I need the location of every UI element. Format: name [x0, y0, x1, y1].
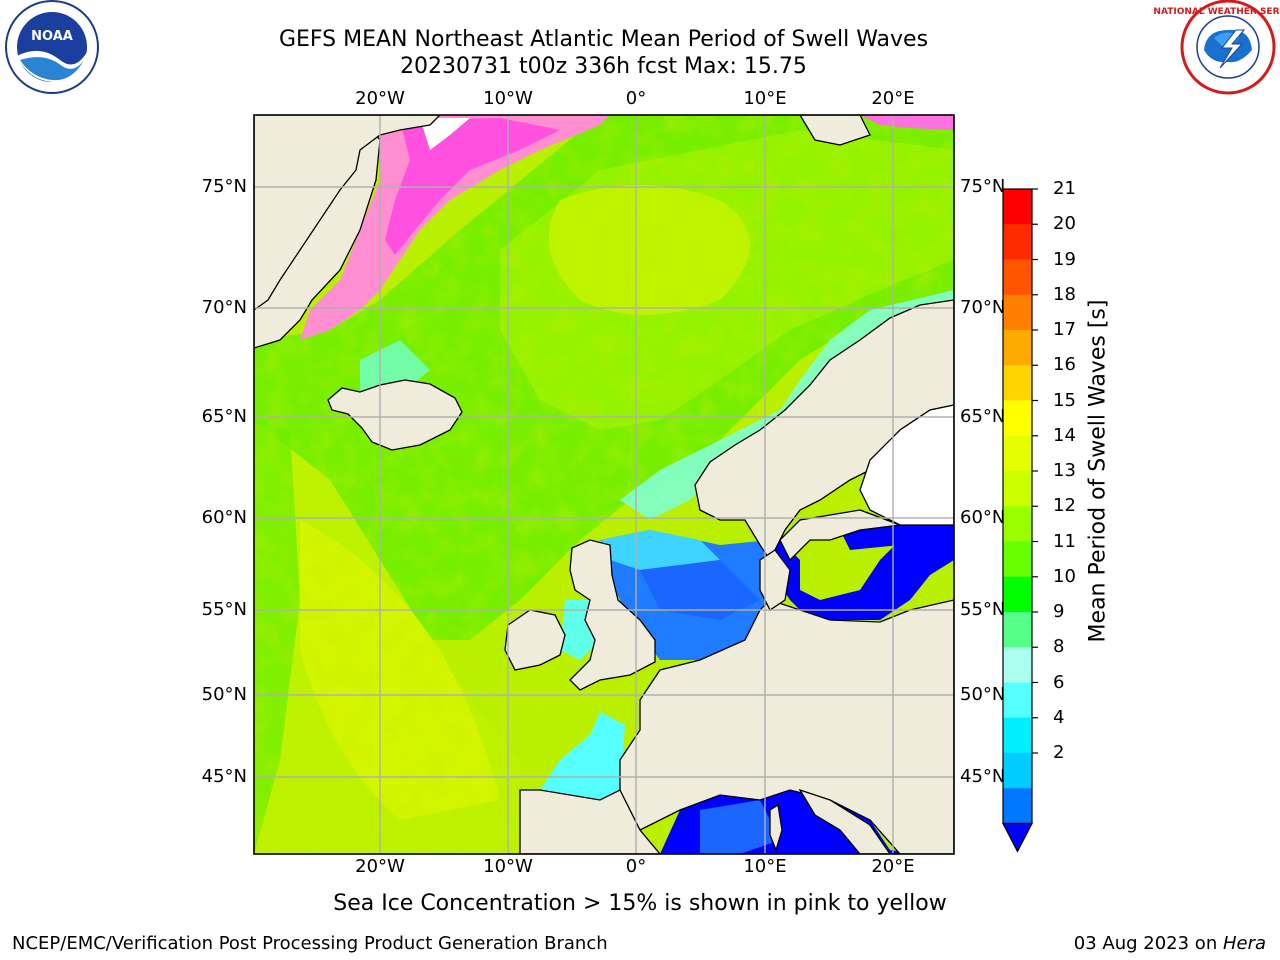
lat-label-right: 65°N: [960, 406, 1006, 427]
lon-label-bottom: 20°E: [871, 856, 915, 877]
colorbar-swatch: [1003, 541, 1032, 578]
lat-label-left: 75°N: [201, 176, 247, 197]
colorbar-tick-label: 11: [1053, 530, 1076, 552]
colorbar-under-extension: [1002, 822, 1033, 853]
colorbar-tick-label: 9: [1053, 601, 1065, 622]
colorbar-swatch: [1003, 576, 1032, 613]
colorbar-tick-label: 10: [1053, 565, 1076, 587]
lat-label-right: 50°N: [960, 684, 1006, 705]
colorbar-tick-label: 21: [1053, 178, 1076, 199]
nws-logo: NATIONAL WEATHER SERVICE: [1153, 0, 1280, 95]
gridlines: [254, 115, 954, 854]
colorbar-swatch: [1003, 471, 1032, 507]
land-svalbard: [799, 115, 871, 146]
colorbar-swatch: [1003, 435, 1032, 472]
plot-title: GEFS MEAN Northeast Atlantic Mean Period…: [278, 27, 929, 52]
colorbar-tick-label: 2: [1053, 742, 1065, 763]
lat-label-left: 65°N: [201, 406, 247, 427]
lat-label-left: 70°N: [201, 297, 247, 318]
lon-label-bottom: 10°E: [743, 856, 787, 877]
nws-ring-text: NATIONAL WEATHER SERVICE: [1153, 7, 1280, 17]
colorbar-swatch: [1003, 506, 1032, 542]
colorbar-tick-label: 13: [1053, 460, 1076, 481]
colorbar: [1002, 188, 1038, 853]
sea-ice-note: Sea Ice Concentration > 15% is shown in …: [333, 891, 947, 916]
colorbar-swatch: [1003, 330, 1032, 366]
lat-label-right: 70°N: [960, 297, 1006, 318]
lat-label-right: 75°N: [960, 176, 1006, 197]
colorbar-swatch: [1003, 647, 1032, 683]
map-frame: [253, 114, 955, 855]
colorbar-tick-label: 18: [1053, 283, 1076, 305]
colorbar-tick-label: 4: [1053, 706, 1065, 728]
colorbar-swatch: [1003, 259, 1032, 296]
colorbar-swatch: [1003, 682, 1032, 719]
colorbar-swatch: [1003, 189, 1032, 225]
colorbar-swatch: [1003, 788, 1032, 824]
land-iberia: [519, 789, 661, 854]
footer-credit: NCEP/EMC/Verification Post Processing Pr…: [12, 933, 608, 954]
colorbar-tick-label: 16: [1053, 354, 1076, 376]
lon-label-top: 10°W: [483, 88, 533, 109]
lat-label-right: 60°N: [960, 507, 1006, 528]
colorbar-swatch: [1003, 612, 1032, 648]
lat-label-right: 45°N: [960, 766, 1006, 787]
footer-date-text: 03 Aug 2023 on: [1073, 933, 1223, 954]
colorbar-tick-label: 14: [1053, 424, 1076, 446]
lat-label-left: 55°N: [201, 599, 247, 620]
map-panel: [254, 115, 954, 854]
colorbar-tick-label: 6: [1053, 671, 1065, 693]
colorbar-swatch: [1003, 224, 1032, 260]
lon-label-bottom: 0°: [625, 856, 647, 877]
lat-label-left: 45°N: [201, 766, 247, 787]
land-italy: [798, 788, 891, 854]
lon-label-top: 20°E: [871, 88, 915, 109]
colorbar-tick-label: 20: [1053, 213, 1076, 235]
land-masses: [254, 115, 954, 854]
colorbar-swatch: [1003, 294, 1032, 331]
land-great-britain: [569, 539, 656, 691]
colorbar-tick-label: 17: [1053, 319, 1076, 340]
colorbar-tick-label: 12: [1053, 495, 1076, 517]
footer-host: Hera: [1222, 933, 1266, 954]
lat-label-left: 60°N: [201, 507, 247, 528]
footer-date: 03 Aug 2023 on Hera: [1074, 933, 1266, 954]
lon-label-top: 20°W: [355, 88, 405, 109]
colorbar-swatch: [1003, 365, 1032, 401]
lon-label-bottom: 20°W: [355, 856, 405, 877]
noaa-logo: NOAA: [5, 0, 99, 94]
colorbar-swatch: [1003, 717, 1032, 754]
land-denmark: [759, 549, 791, 611]
lon-label-bottom: 10°W: [483, 856, 533, 877]
noaa-mark: NOAA: [31, 29, 73, 44]
lat-label-left: 50°N: [201, 684, 247, 705]
colorbar-title: Mean Period of Swell Waves [s]: [1085, 299, 1111, 643]
colorbar-tick-label: 19: [1053, 248, 1076, 270]
lat-label-right: 55°N: [960, 599, 1006, 620]
plot-subtitle: 20230731 t00z 336h fcst Max: 15.75: [400, 54, 807, 79]
lon-label-top: 0°: [625, 88, 647, 109]
colorbar-swatch: [1003, 400, 1032, 437]
colorbar-swatch: [1003, 753, 1032, 789]
land-iceland: [327, 379, 463, 451]
lon-label-top: 10°E: [743, 88, 787, 109]
colorbar-tick-label: 15: [1053, 389, 1076, 411]
colorbar-tick-label: 8: [1053, 636, 1065, 658]
